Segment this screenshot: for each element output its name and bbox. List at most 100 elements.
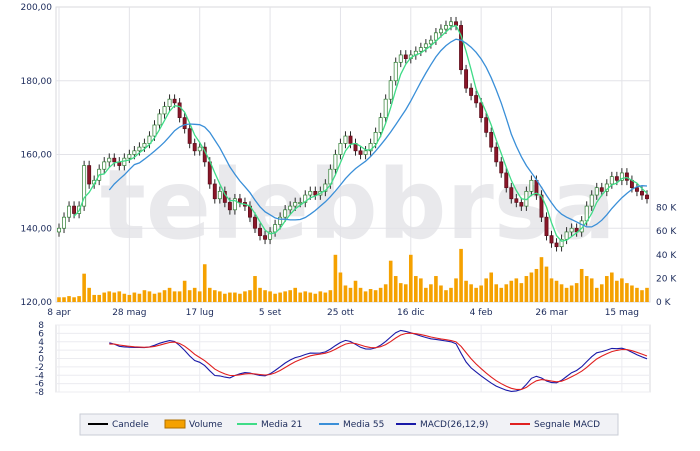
candle-body [167,98,172,107]
candle-body [142,143,147,148]
legend-label: Volume [189,420,223,430]
volume-bar [177,291,182,302]
volume-bar [318,291,323,302]
candle-body [549,235,554,244]
volume-bar [429,284,433,302]
volume-bar [353,280,358,302]
volume-bar [308,292,313,302]
candle-body [87,165,92,185]
candle-body [544,216,549,236]
candle-body [388,80,393,100]
candle-body [343,135,348,144]
candle-body [363,150,368,155]
legend-label: Candele [112,420,149,430]
volume-bar [554,280,559,302]
candle-body [192,143,197,152]
candle-body [152,124,157,137]
candle-body [559,238,564,248]
candle-body [212,183,217,200]
volume-bar [479,285,483,302]
volume-bar [414,276,418,302]
candle-body [514,198,519,203]
candle-body [57,227,61,233]
volume-bar [544,266,549,302]
volume-bar [434,276,438,302]
volume-bar [514,278,519,302]
volume-bar [388,260,393,302]
volume-bar [534,268,539,302]
volume-bar [610,272,614,302]
volume-tick-label: 40 K [656,251,677,261]
candle-body [554,242,559,248]
date-tick-label: 16 dic [397,308,425,318]
volume-bar [253,276,257,302]
candle-body [449,21,453,26]
candle-body [368,143,373,152]
volume-bar [358,287,363,302]
date-axis: 8 apr 28 mag 17 lug 5 set 25 ott 16 dic 4 feb 2… [47,308,639,318]
candle-body [393,61,398,82]
candle-body [464,69,469,89]
volume-bar [494,284,499,302]
volume-bar [419,278,423,302]
volume-bar [574,283,579,302]
volume-bar [594,287,599,302]
date-tick-label: 25 ott [327,308,354,318]
macd-tick-label: -6 [35,380,44,390]
volume-bar [620,278,624,302]
volume-bar [273,293,277,302]
candle-body [107,157,112,163]
price-tick-label: 180,00 [21,77,53,87]
volume-bar [258,287,262,302]
volume-bar [398,283,403,302]
candle-body [564,231,569,240]
volume-bar [469,284,473,302]
candle-body [132,150,137,155]
volume-bar [489,272,494,302]
candle-body [624,172,629,181]
price-axis: 120,00 140,00 160,00 180,00 200,00 [21,3,53,308]
volume-bar [539,257,544,302]
volume-bar [338,272,343,302]
volume-bar [529,272,534,302]
volume-bar [92,294,96,302]
volume-bar [323,292,328,302]
macd-tick-label: 0 [38,355,44,365]
candle-body [172,98,177,104]
date-tick-label: 4 feb [470,308,493,318]
volume-bar [162,290,167,302]
volume-bar [147,291,152,302]
volume-bar [192,287,197,302]
volume-bar [117,291,122,302]
volume-bar [439,285,443,302]
candle-body [484,117,489,133]
candle-body [278,216,283,225]
candle-body [358,150,363,155]
volume-bar [207,287,212,302]
date-tick-label: 15 mag [605,308,639,318]
volume-bar [645,287,649,302]
candle-body [303,194,308,203]
volume-bar [509,280,514,302]
candle-body [177,102,182,118]
volume-bar [383,284,388,302]
candle-body [529,179,534,192]
candle-body [403,54,408,59]
macd-tick-label: -4 [35,371,44,381]
candle-body [509,187,514,200]
date-tick-label: 28 mag [112,308,146,318]
candle-body [263,235,268,240]
candle-body [182,117,187,130]
legend-label: Segnale MACD [534,420,600,430]
volume-bar [218,291,222,302]
candle-body [313,191,318,196]
volume-bar [157,292,162,302]
volume-bar [268,291,272,302]
candle-body [589,194,594,207]
candle-body [504,172,509,189]
volume-bar [238,293,242,302]
candle-body [293,202,298,207]
candle-body [283,209,288,218]
candle-body [258,227,262,236]
moving-averages [73,24,648,242]
